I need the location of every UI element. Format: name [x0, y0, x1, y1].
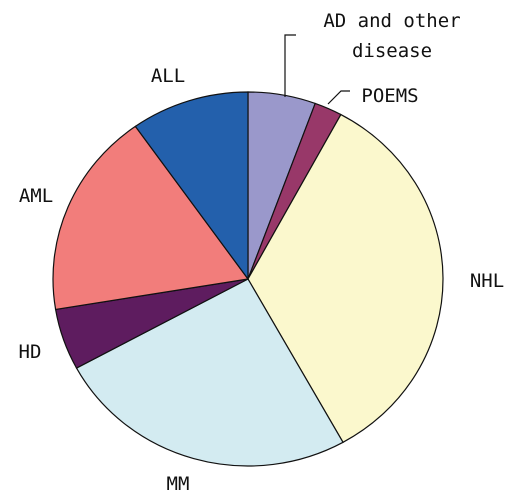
slice-label: AML — [18, 185, 54, 207]
pie-slice — [134, 91, 249, 281]
slice-label: HD — [18, 341, 42, 363]
leader-line — [327, 90, 350, 105]
slice-label: POEMS — [361, 85, 419, 107]
leader-line — [284, 34, 296, 97]
slice-label: ALL — [150, 65, 186, 87]
pie-slice — [52, 125, 250, 311]
pie-slice — [75, 278, 344, 467]
pie-slice — [247, 113, 444, 444]
slice-label: AD and other disease — [323, 10, 461, 62]
slice-label: MM — [166, 473, 190, 495]
slice-label: NHL — [469, 270, 505, 292]
